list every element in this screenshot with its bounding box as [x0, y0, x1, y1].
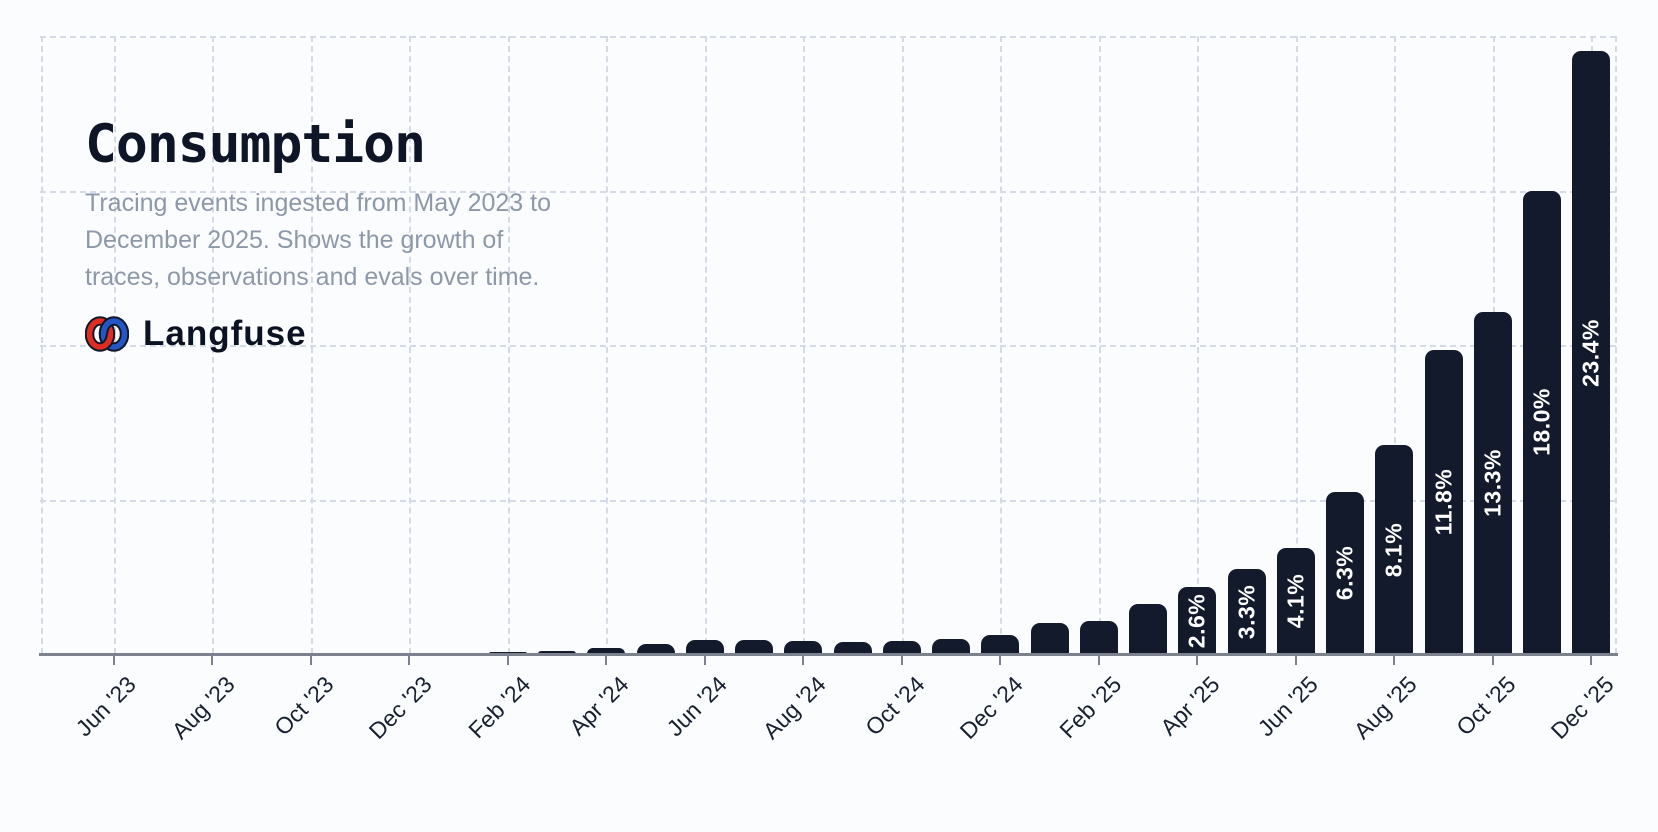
- x-tick: [506, 656, 509, 665]
- x-tick: [999, 656, 1002, 665]
- x-tick: [802, 656, 805, 665]
- x-tick-label: Jun '25: [1252, 671, 1324, 742]
- v-gridline: [901, 36, 904, 654]
- x-tick-label: Apr '25: [1155, 671, 1225, 741]
- plot-area: 2.6% 3.3% 4.1% 6.3% 8.1% 11.8% 13.3% 18.0% 23.4%…: [40, 36, 1617, 654]
- x-tick: [309, 656, 312, 665]
- x-tick: [605, 656, 608, 665]
- x-tick-label: Oct '23: [268, 671, 339, 741]
- h-gridline: [40, 499, 1616, 502]
- v-gridline: [40, 36, 43, 654]
- x-axis-line: [39, 653, 1618, 656]
- bar: [685, 639, 724, 654]
- bar: 8.1%: [1375, 445, 1414, 654]
- bar: 6.3%: [1326, 491, 1365, 654]
- bar: [587, 647, 626, 654]
- x-tick: [1393, 656, 1396, 665]
- chart-header: Consumption Tracing events ingested from…: [85, 118, 551, 356]
- bar: 4.1%: [1276, 548, 1315, 654]
- bar: [882, 641, 921, 654]
- chart-title: Consumption: [85, 114, 426, 175]
- x-tick-label: Feb '25: [1054, 671, 1127, 744]
- x-tick: [900, 656, 903, 665]
- bar: [636, 643, 675, 654]
- bar: [981, 634, 1020, 654]
- bar: [1129, 603, 1168, 654]
- x-tick: [211, 656, 214, 665]
- bar-value-label: 2.6%: [1183, 593, 1210, 648]
- chart-subtitle: Tracing events ingested from May 2023 to…: [85, 185, 551, 296]
- subtitle-line: December 2025. Shows the growth of: [85, 226, 504, 254]
- x-tick: [1491, 656, 1494, 665]
- x-tick-label: Jun '24: [661, 671, 733, 742]
- bar: 23.4%: [1572, 51, 1611, 654]
- bar: 2.6%: [1178, 587, 1217, 654]
- bar: [1079, 620, 1118, 654]
- bar: [1030, 623, 1069, 654]
- x-tick: [1196, 656, 1199, 665]
- x-tick: [112, 656, 115, 665]
- h-gridline: [40, 190, 1616, 193]
- v-gridline: [704, 36, 707, 654]
- v-gridline: [1394, 36, 1397, 654]
- bar-value-label: 4.1%: [1282, 574, 1309, 629]
- x-tick: [408, 656, 411, 665]
- v-gridline: [1295, 36, 1298, 654]
- v-gridline: [409, 36, 412, 654]
- bar-value-label: 18.0%: [1528, 388, 1555, 457]
- v-gridline: [1098, 36, 1101, 654]
- x-tick: [1294, 656, 1297, 665]
- bar: [833, 642, 872, 654]
- bar: 18.0%: [1523, 190, 1562, 654]
- bar-value-label: 11.8%: [1430, 468, 1457, 536]
- x-tick-label: Aug '24: [757, 671, 831, 745]
- x-tick-label: Aug '23: [166, 671, 240, 745]
- bar: [784, 641, 823, 654]
- subtitle-line: traces, observations and evals over time…: [85, 263, 540, 291]
- v-gridline: [212, 36, 215, 654]
- bar: [932, 638, 971, 654]
- bar-value-label: 6.3%: [1331, 545, 1358, 601]
- brand-row: Langfuse: [85, 312, 551, 356]
- x-tick-label: Oct '24: [859, 671, 930, 741]
- x-tick-label: Jun '23: [70, 671, 142, 742]
- x-tick-label: Dec '23: [363, 671, 437, 745]
- v-gridline: [1000, 36, 1003, 654]
- v-gridline: [606, 36, 609, 654]
- x-tick-label: Feb '24: [463, 671, 536, 744]
- v-gridline: [507, 36, 510, 654]
- x-tick-label: Dec '24: [954, 671, 1028, 745]
- x-tick: [1590, 656, 1593, 665]
- bar-value-label: 13.3%: [1479, 448, 1506, 517]
- v-gridline: [1197, 36, 1200, 654]
- bar-value-label: 23.4%: [1577, 318, 1604, 387]
- x-tick-label: Oct '25: [1450, 671, 1521, 741]
- bar: [735, 639, 774, 654]
- h-gridline: [40, 345, 1616, 347]
- bar: 3.3%: [1227, 569, 1266, 654]
- v-gridline: [310, 36, 313, 654]
- bar-value-label: 8.1%: [1380, 522, 1407, 577]
- x-tick-label: Aug '25: [1348, 671, 1422, 745]
- v-gridline: [803, 36, 806, 654]
- x-tick-label: Dec '25: [1545, 671, 1619, 745]
- bar-value-label: 3.3%: [1233, 584, 1260, 639]
- bar: [538, 650, 577, 654]
- v-gridline: [1614, 36, 1617, 654]
- x-tick: [703, 656, 706, 665]
- subtitle-line: Tracing events ingested from May 2023 to: [85, 189, 551, 217]
- bar: 13.3%: [1473, 311, 1512, 654]
- h-gridline: [40, 36, 1616, 38]
- langfuse-logo-icon: [85, 316, 129, 352]
- x-tick-label: Apr '24: [564, 671, 634, 741]
- bar: 11.8%: [1424, 350, 1463, 654]
- x-axis: Jun '23 Aug '23 Oct '23 Dec '23 Feb '24 Apr '…: [40, 656, 1619, 832]
- brand-name: Langfuse: [143, 314, 307, 353]
- x-tick: [1097, 656, 1100, 665]
